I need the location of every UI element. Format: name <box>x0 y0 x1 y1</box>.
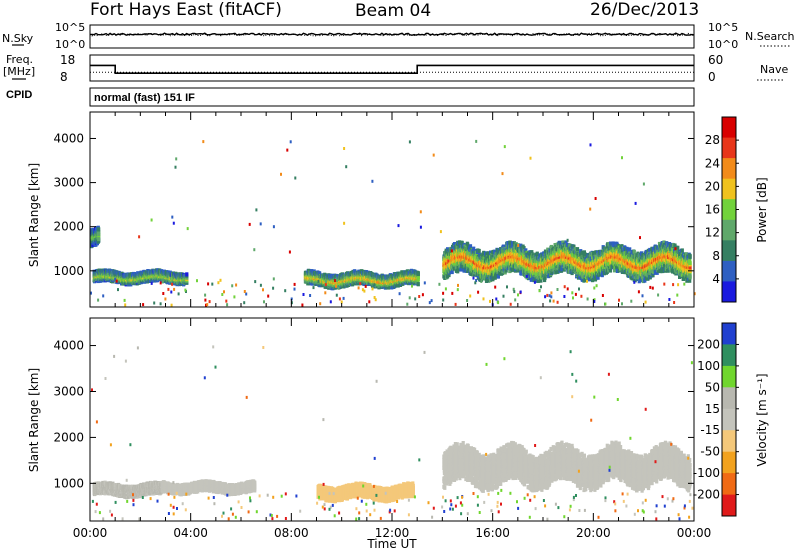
nave-label: Nave <box>760 63 788 76</box>
nsky-tick-bottom: 10^0 <box>55 38 85 51</box>
freq-tick-top: 18 <box>60 53 75 67</box>
nsearch-tick-bottom: 10^0 <box>708 38 738 51</box>
cpid-row: CPID normal (fast) 151 IF <box>6 87 695 107</box>
beam-label: Beam 04 <box>355 1 431 21</box>
freq-label-1: Freq. <box>6 53 33 66</box>
nsearch-series-line <box>89 32 695 37</box>
freq-frame <box>89 54 695 82</box>
station-title: Fort Hays East (fitACF) <box>90 0 282 20</box>
nave-tick-bottom: 0 <box>708 70 716 84</box>
nsky-panel: N.Sky 10^5 10^0 10^5 10^0 N.Search <box>2 21 795 51</box>
nsky-tick-top: 10^5 <box>55 21 85 34</box>
freq-panel: Freq. [MHz] 18 8 60 0 Nave <box>3 53 788 84</box>
data-cell <box>477 248 481 254</box>
cpid-text: normal (fast) 151 IF <box>94 92 195 104</box>
nave-tick-top: 60 <box>708 53 723 67</box>
data-cell <box>416 282 420 287</box>
cpid-frame <box>89 87 695 107</box>
data-cell <box>416 271 420 276</box>
data-cell <box>318 271 322 276</box>
power-data-cells <box>90 139 696 307</box>
nsearch-label: N.Search <box>745 30 795 43</box>
freq-series-line <box>90 64 694 74</box>
nsearch-tick-top: 10^5 <box>708 21 738 34</box>
freq-label-2: [MHz] <box>3 65 35 78</box>
data-cell <box>185 272 189 277</box>
date-label: 26/Dec/2013 <box>590 0 699 20</box>
nsky-frame <box>89 24 695 49</box>
cpid-label: CPID <box>6 89 32 101</box>
freq-tick-bottom: 8 <box>60 70 68 84</box>
nsky-label: N.Sky <box>2 32 34 45</box>
